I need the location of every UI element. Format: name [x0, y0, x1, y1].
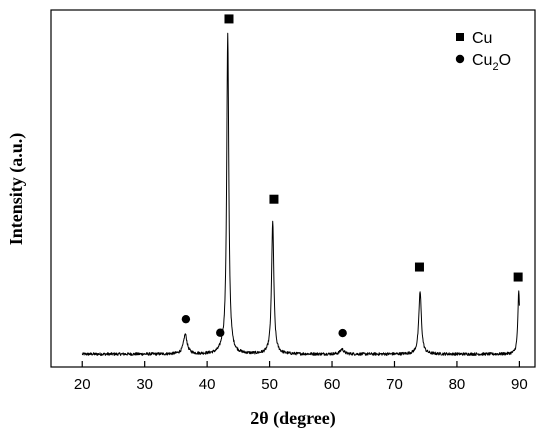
x-tick-label-90: 90 — [511, 376, 528, 393]
legend-label-cu: Cu — [472, 30, 492, 47]
phase-markers — [181, 14, 523, 338]
x-tick-label-60: 60 — [324, 376, 341, 393]
cu-marker-3 — [513, 272, 523, 282]
cu-marker-0 — [224, 14, 234, 24]
legend-label-cu2o-sub: 2 — [492, 61, 498, 73]
legend: Cu Cu2O — [455, 30, 511, 73]
x-tick-label-80: 80 — [449, 376, 466, 393]
x-tick-label-30: 30 — [136, 376, 153, 393]
x-tick-label-20: 20 — [74, 376, 91, 393]
legend-label-cu2o: Cu2O — [472, 52, 511, 73]
legend-label-cu2o-main: Cu — [472, 52, 492, 69]
cu-marker-1 — [269, 194, 279, 204]
x-axis: 20 30 40 50 60 70 80 90 — [74, 361, 528, 393]
cu2o-marker-5 — [216, 328, 225, 337]
legend-circle-marker — [455, 54, 465, 64]
y-axis-title: Intensity (a.u.) — [6, 133, 27, 246]
x-tick-label-50: 50 — [261, 376, 278, 393]
legend-label-cu2o-tail: O — [499, 52, 511, 69]
x-tick-label-40: 40 — [199, 376, 216, 393]
series-line-xrd-pattern — [81, 32, 520, 356]
legend-square-marker — [456, 33, 464, 41]
cu-marker-2 — [414, 262, 424, 272]
x-axis-title: 2θ (degree) — [250, 408, 336, 429]
cu2o-marker-6 — [338, 328, 347, 338]
plot-area — [50, 9, 536, 368]
x-tick-label-70: 70 — [386, 376, 403, 393]
plot-frame — [50, 9, 536, 368]
cu2o-marker-4 — [181, 314, 191, 324]
